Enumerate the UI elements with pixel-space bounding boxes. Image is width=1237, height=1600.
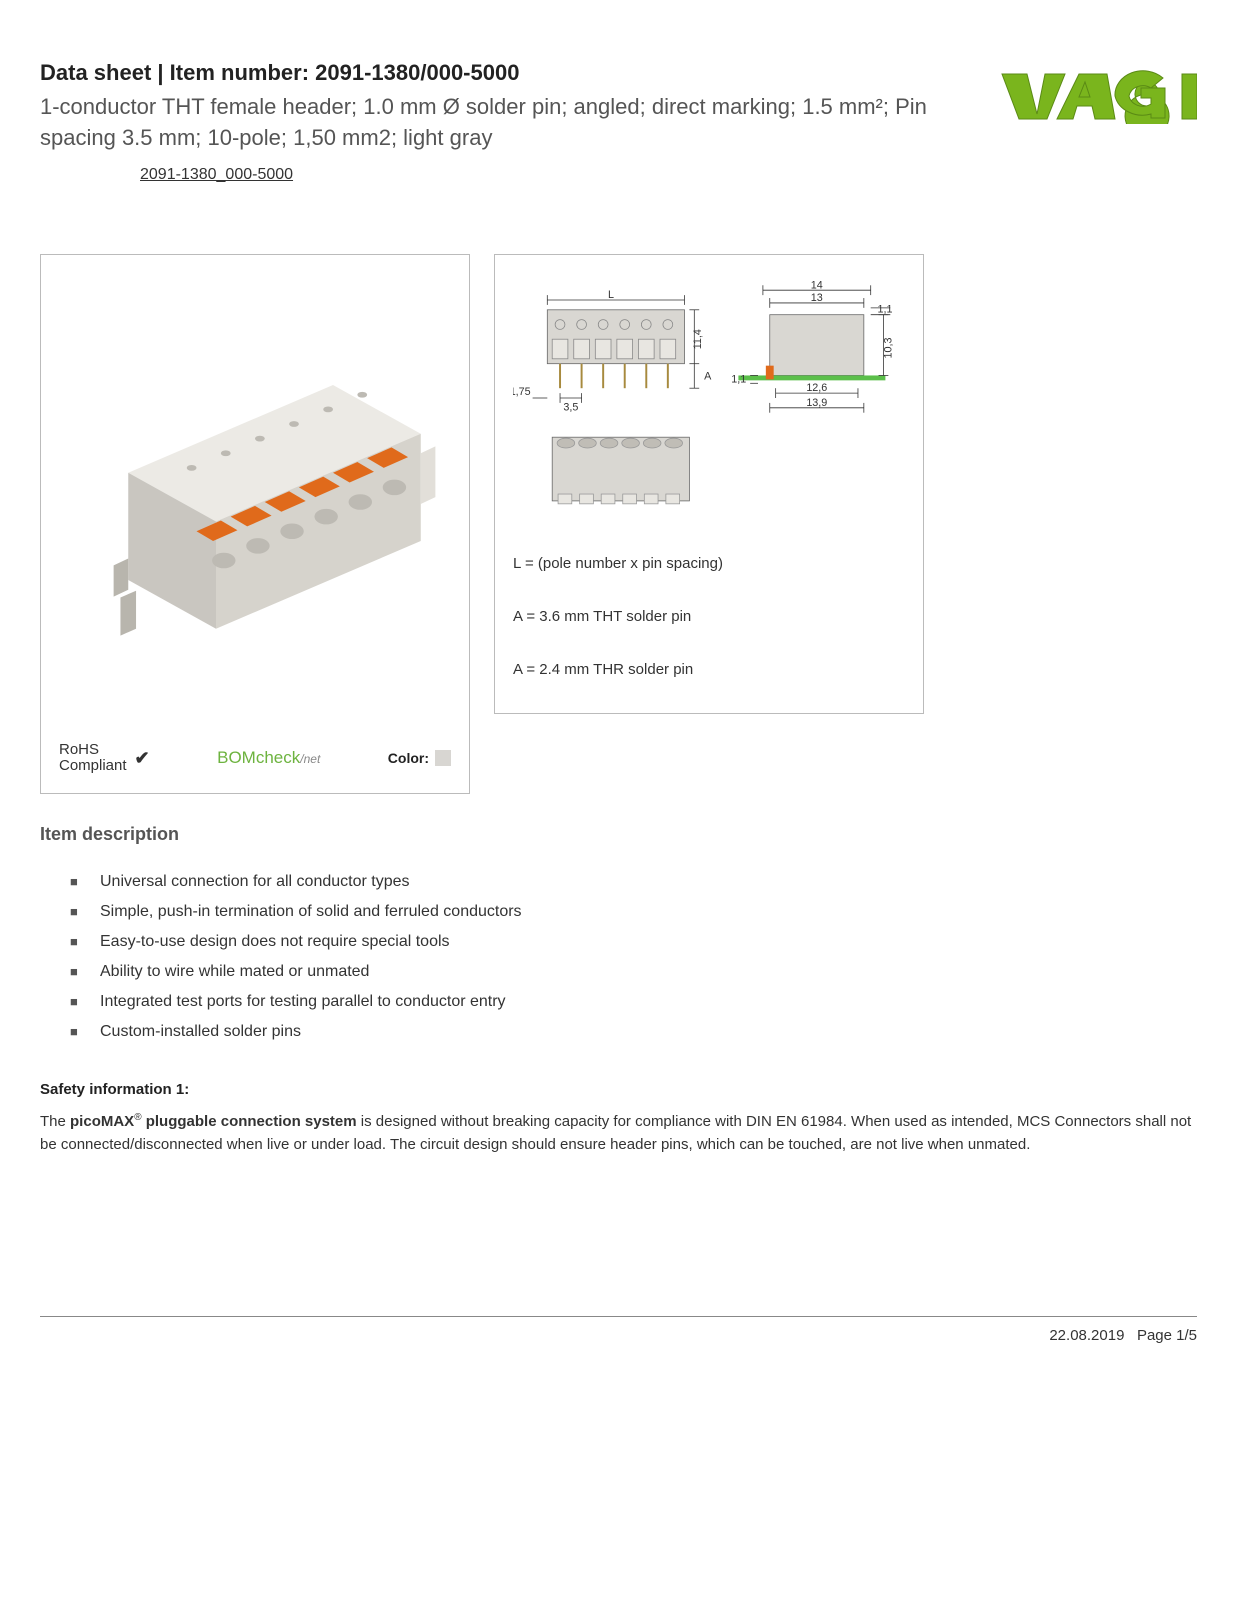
dim-L: L: [608, 289, 614, 301]
subtitle: 1-conductor THT female header; 1.0 mm Ø …: [40, 92, 997, 154]
footer-date: 22.08.2019: [1049, 1327, 1124, 1344]
product-render: [59, 273, 451, 732]
safety-bold2: pluggable connection system: [142, 1113, 357, 1130]
bullet-item: Custom-installed solder pins: [70, 1023, 1197, 1041]
item-description-heading: Item description: [40, 824, 1197, 845]
dimensions-panel: L: [494, 254, 924, 714]
dimension-diagram: L: [513, 273, 905, 523]
bullet-item: Integrated test ports for testing parall…: [70, 993, 1197, 1011]
safety-heading: Safety information 1:: [40, 1081, 1197, 1098]
header-text-block: Data sheet | Item number: 2091-1380/000-…: [40, 60, 997, 184]
bullet-item: Ability to wire while mated or unmated: [70, 963, 1197, 981]
dim-13-9: 13,9: [806, 396, 827, 408]
note-A-thr: A = 2.4 mm THR solder pin: [513, 661, 905, 678]
safety-paragraph: The picoMAX® pluggable connection system…: [40, 1110, 1197, 1157]
safety-prefix: The: [40, 1113, 70, 1130]
rohs-line1: RoHS: [59, 742, 127, 759]
dim-12-6: 12,6: [806, 382, 827, 394]
title-prefix: Data sheet: [40, 60, 151, 85]
check-icon: ✔: [135, 748, 150, 769]
color-indicator: Color:: [388, 750, 451, 766]
dim-14: 14: [811, 279, 823, 291]
dim-A: A: [704, 370, 712, 382]
product-image-panel: RoHS Compliant ✔ BOMcheck/net Color:: [40, 254, 470, 794]
dim-1-75: 1,75: [513, 386, 531, 398]
footer-page: Page 1/5: [1137, 1327, 1197, 1344]
bullet-item: Universal connection for all conductor t…: [70, 873, 1197, 891]
dim-3-5: 3,5: [563, 401, 578, 413]
dim-10-3: 10,3: [882, 337, 894, 358]
bomcheck-text: BOMcheck: [217, 748, 300, 767]
bomcheck-logo: BOMcheck/net: [217, 748, 320, 768]
title-sep: |: [151, 60, 169, 85]
rohs-text: RoHS Compliant: [59, 742, 127, 775]
dim-11-4: 11,4: [692, 329, 704, 349]
bomcheck-net: /net: [300, 752, 320, 766]
dim-1-1-bot: 1,1: [731, 373, 746, 385]
wago-logo: [997, 64, 1197, 124]
note-A-tht: A = 3.6 mm THT solder pin: [513, 608, 905, 625]
dim-13: 13: [811, 292, 823, 304]
page-header: Data sheet | Item number: 2091-1380/000-…: [40, 60, 1197, 184]
rohs-badge: RoHS Compliant ✔: [59, 742, 150, 775]
formula-L: L = (pole number x pin spacing): [513, 555, 905, 572]
bullet-item: Easy-to-use design does not require spec…: [70, 933, 1197, 951]
title-line: Data sheet | Item number: 2091-1380/000-…: [40, 60, 997, 86]
compliance-row: RoHS Compliant ✔ BOMcheck/net Color:: [59, 742, 451, 775]
safety-bold1: picoMAX: [70, 1113, 134, 1130]
page-footer: 22.08.2019 Page 1/5: [40, 1316, 1197, 1344]
dimension-svg: L: [513, 273, 905, 523]
dim-1-1-top: 1,1: [878, 303, 893, 315]
item-description-list: Universal connection for all conductor t…: [70, 873, 1197, 1041]
bullet-item: Simple, push-in termination of solid and…: [70, 903, 1197, 921]
color-swatch: [435, 750, 451, 766]
panels-row: RoHS Compliant ✔ BOMcheck/net Color:: [40, 254, 1197, 794]
item-number: 2091-1380/000-5000: [315, 60, 519, 85]
color-label-text: Color:: [388, 750, 429, 766]
rohs-line2: Compliant: [59, 758, 127, 775]
part-link[interactable]: 2091-1380_000-5000: [140, 166, 293, 184]
connector-render-svg: [60, 322, 450, 682]
safety-sup: ®: [134, 1112, 141, 1123]
title-label: Item number:: [170, 60, 309, 85]
